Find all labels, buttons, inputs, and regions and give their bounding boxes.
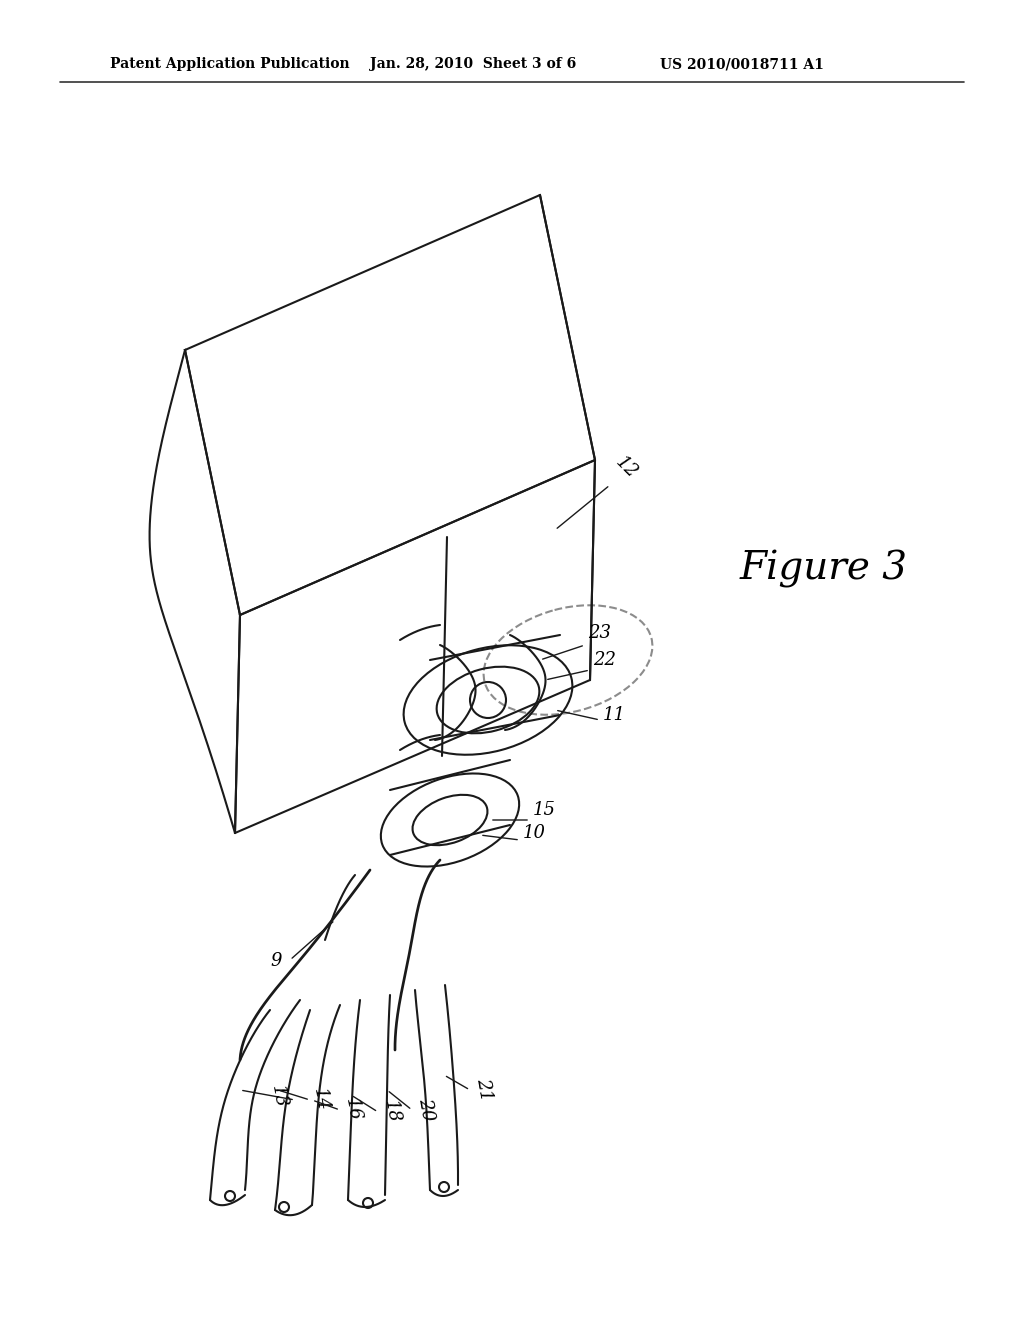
Text: US 2010/0018711 A1: US 2010/0018711 A1 — [660, 57, 824, 71]
Text: 9: 9 — [270, 952, 282, 970]
Text: 22: 22 — [593, 651, 616, 669]
Text: 10: 10 — [523, 824, 546, 842]
Text: Jan. 28, 2010  Sheet 3 of 6: Jan. 28, 2010 Sheet 3 of 6 — [370, 57, 577, 71]
Text: 15: 15 — [534, 801, 556, 818]
Text: 23: 23 — [588, 624, 611, 642]
Text: 14: 14 — [310, 1086, 332, 1111]
Text: 16: 16 — [342, 1096, 364, 1122]
Text: 11: 11 — [603, 706, 626, 723]
Text: Patent Application Publication: Patent Application Publication — [110, 57, 349, 71]
Text: 21: 21 — [473, 1076, 495, 1102]
Text: 20: 20 — [415, 1096, 436, 1122]
Text: 13: 13 — [268, 1084, 290, 1109]
Text: Figure 3: Figure 3 — [740, 550, 908, 589]
Text: 18: 18 — [381, 1098, 402, 1125]
Text: 12: 12 — [612, 453, 641, 482]
